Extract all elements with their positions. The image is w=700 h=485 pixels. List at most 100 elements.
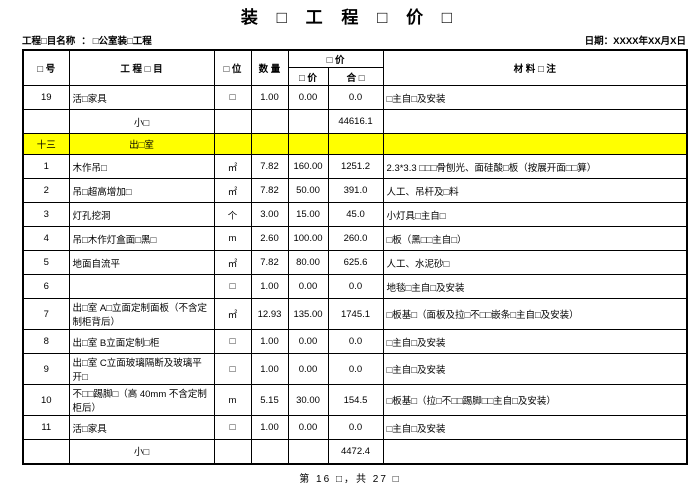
cell-no: 9	[22, 353, 70, 385]
cell-unit: □	[213, 415, 252, 440]
header-remark: 材 料 □ 注	[382, 49, 688, 86]
cell-unit-price: 50.00	[287, 178, 329, 203]
cell-no: 1	[22, 154, 70, 179]
table-row: 19 活□家具 □ 1.00 0.00 0.0 □主自□及安装	[22, 85, 688, 110]
cell-remark: 人工、水泥砂□	[382, 250, 688, 275]
cell-unit: ㎡	[213, 154, 252, 179]
page-title: 装 □ 工 程 □ 价 □	[240, 8, 460, 27]
project-name-separator: ：	[81, 36, 91, 47]
cell-unit: m	[213, 226, 252, 251]
project-name-field: 工程□目名称 ： □公室装□工程	[22, 33, 152, 47]
cell-unit: ㎡	[213, 178, 252, 203]
cell-remark	[382, 133, 688, 155]
cell-unit-price: 0.00	[287, 85, 329, 110]
cell-no: 19	[22, 85, 70, 110]
cell-unit: 个	[213, 202, 252, 227]
cell-section-name: 出□室	[68, 133, 215, 155]
cell-no: 10	[22, 384, 70, 416]
cell-unit-price: 30.00	[287, 384, 329, 416]
cell-unit-price: 0.00	[287, 353, 329, 385]
table-row: 9 出□室 C立面玻璃隔断及玻璃平开□ □ 1.00 0.00 0.0 □主自□及安装	[22, 353, 688, 385]
cell-remark: 小灯具□主自□	[382, 202, 688, 227]
table-body: 19 活□家具 □ 1.00 0.00 0.0 □主自□及安装 小□ 44616.1 十三 出□室 1…	[22, 85, 688, 464]
cell-qty: 7.82	[250, 178, 289, 203]
cell-remark: □板基□（面板及拉□不□□嵌条□主自□及安装）	[382, 298, 688, 330]
cell-total-price: 0.0	[327, 85, 384, 110]
price-table: □ 号 工 程 □ 目 □ 位 数 量 □ 价 材 料 □ 注 □ 价 合 □ …	[22, 49, 689, 465]
cell-qty: 1.00	[250, 329, 289, 354]
cell-remark	[382, 109, 688, 134]
cell-item-name: 出□室 B立面定制□柜	[68, 329, 215, 354]
header-qty: 数 量	[250, 49, 289, 86]
cell-unit: □	[213, 274, 252, 299]
cell-no: 4	[22, 226, 70, 251]
header-unit-price: □ 价	[287, 67, 329, 86]
table-row: 1 木作吊□ ㎡ 7.82 160.00 1251.2 2.3*3.3 □□□骨刨光、面硅酸…	[22, 154, 688, 179]
cell-unit: □	[213, 329, 252, 354]
cell-remark: □主自□及安装	[382, 85, 688, 110]
cell-total-price: 1251.2	[327, 154, 384, 179]
cell-remark: 地毯□主自□及安装	[382, 274, 688, 299]
cell-no	[22, 109, 70, 134]
cell-total-price	[327, 133, 384, 155]
cell-remark: □板基□（拉□不□□踢脚□□主自□及安装）	[382, 384, 688, 416]
cell-item-name: 吊□木作灯盒面□黑□	[68, 226, 215, 251]
cell-no: 3	[22, 202, 70, 227]
cell-qty: 5.15	[250, 384, 289, 416]
header-total-price: 合 □	[327, 67, 384, 86]
cell-remark: 2.3*3.3 □□□骨刨光、面硅酸□板（按展开面□□算）	[382, 154, 688, 179]
table-header: □ 号 工 程 □ 目 □ 位 数 量 □ 价 材 料 □ 注 □ 价 合 □	[22, 49, 688, 86]
cell-qty: 3.00	[250, 202, 289, 227]
cell-qty: 1.00	[250, 85, 289, 110]
project-name-label: 工程□目名称	[22, 36, 76, 47]
table-row: 2 吊□超高增加□ ㎡ 7.82 50.00 391.0 人工、吊杆及□料	[22, 178, 688, 203]
table-row: 7 出□室 A□立面定制面板（不含定制柜背后）㎡ 12.93 135.00 1745.1…	[22, 298, 688, 330]
cell-qty: 12.93	[250, 298, 289, 330]
page-number: 第 16 □，共 27 □	[299, 473, 401, 485]
cell-qty: 1.00	[250, 415, 289, 440]
cell-qty: 1.00	[250, 353, 289, 385]
table-row: 11 活□家具 □ 1.00 0.00 0.0 □主自□及安装	[22, 415, 688, 440]
cell-subtotal-value: 44616.1	[327, 109, 384, 134]
cell-unit	[213, 133, 252, 155]
cell-subtotal-label: 小□	[68, 109, 215, 134]
cell-qty: 7.82	[250, 154, 289, 179]
table-row: 4 吊□木作灯盒面□黑□ m 2.60 100.00 260.0 □板（黑□□主自□）	[22, 226, 688, 251]
cell-item-name: 出□室 C立面玻璃隔断及玻璃平开□	[68, 353, 215, 385]
cell-remark: □板（黑□□主自□）	[382, 226, 688, 251]
cell-no: 8	[22, 329, 70, 354]
cell-remark: □主自□及安装	[382, 329, 688, 354]
cell-total-price: 625.6	[327, 250, 384, 275]
subtotal-row: 小□ 44616.1	[22, 109, 688, 134]
cell-item-name: 出□室 A□立面定制面板（不含定制柜背后）	[68, 298, 215, 330]
cell-total-price: 0.0	[327, 353, 384, 385]
info-line: 工程□目名称 ： □公室装□工程 日期：XXXX年XX月X日	[22, 33, 686, 47]
header-price-group: □ 价	[287, 49, 384, 68]
cell-unit: □	[213, 353, 252, 385]
cell-qty: 7.82	[250, 250, 289, 275]
cell-unit-price	[287, 133, 329, 155]
cell-unit-price: 100.00	[287, 226, 329, 251]
header-item: 工 程 □ 目	[68, 49, 215, 86]
cell-unit: ㎡	[213, 250, 252, 275]
cell-item-name: 活□家具	[68, 85, 215, 110]
cell-item-name	[68, 274, 215, 299]
date-value: XXXX年XX月X日	[613, 36, 686, 47]
document-page: 装 □ 工 程 □ 价 □ 工程□目名称 ： □公室装□工程 日期：XXXX年XX月…	[22, 8, 689, 485]
cell-total-price: 0.0	[327, 274, 384, 299]
cell-unit-price: 160.00	[287, 154, 329, 179]
cell-item-name: 木作吊□	[68, 154, 215, 179]
cell-unit-price: 80.00	[287, 250, 329, 275]
cell-section-no: 十三	[22, 133, 70, 155]
date-field: 日期：XXXX年XX月X日	[585, 33, 686, 47]
cell-remark: □主自□及安装	[382, 353, 688, 385]
cell-qty	[250, 133, 289, 155]
cell-no: 11	[22, 415, 70, 440]
cell-total-price: 0.0	[327, 329, 384, 354]
cell-total-price: 1745.1	[327, 298, 384, 330]
cell-total-price: 154.5	[327, 384, 384, 416]
cell-unit: m	[213, 384, 252, 416]
cell-qty: 1.00	[250, 274, 289, 299]
cell-unit-price: 0.00	[287, 415, 329, 440]
section-row: 十三 出□室	[22, 133, 688, 155]
